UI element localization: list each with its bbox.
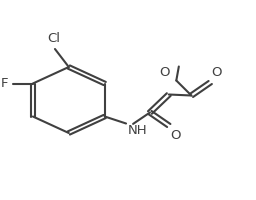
Text: O: O bbox=[170, 129, 181, 142]
Text: O: O bbox=[212, 66, 222, 79]
Text: F: F bbox=[1, 77, 8, 90]
Text: O: O bbox=[159, 66, 170, 79]
Text: NH: NH bbox=[127, 124, 147, 138]
Text: Cl: Cl bbox=[47, 32, 60, 45]
